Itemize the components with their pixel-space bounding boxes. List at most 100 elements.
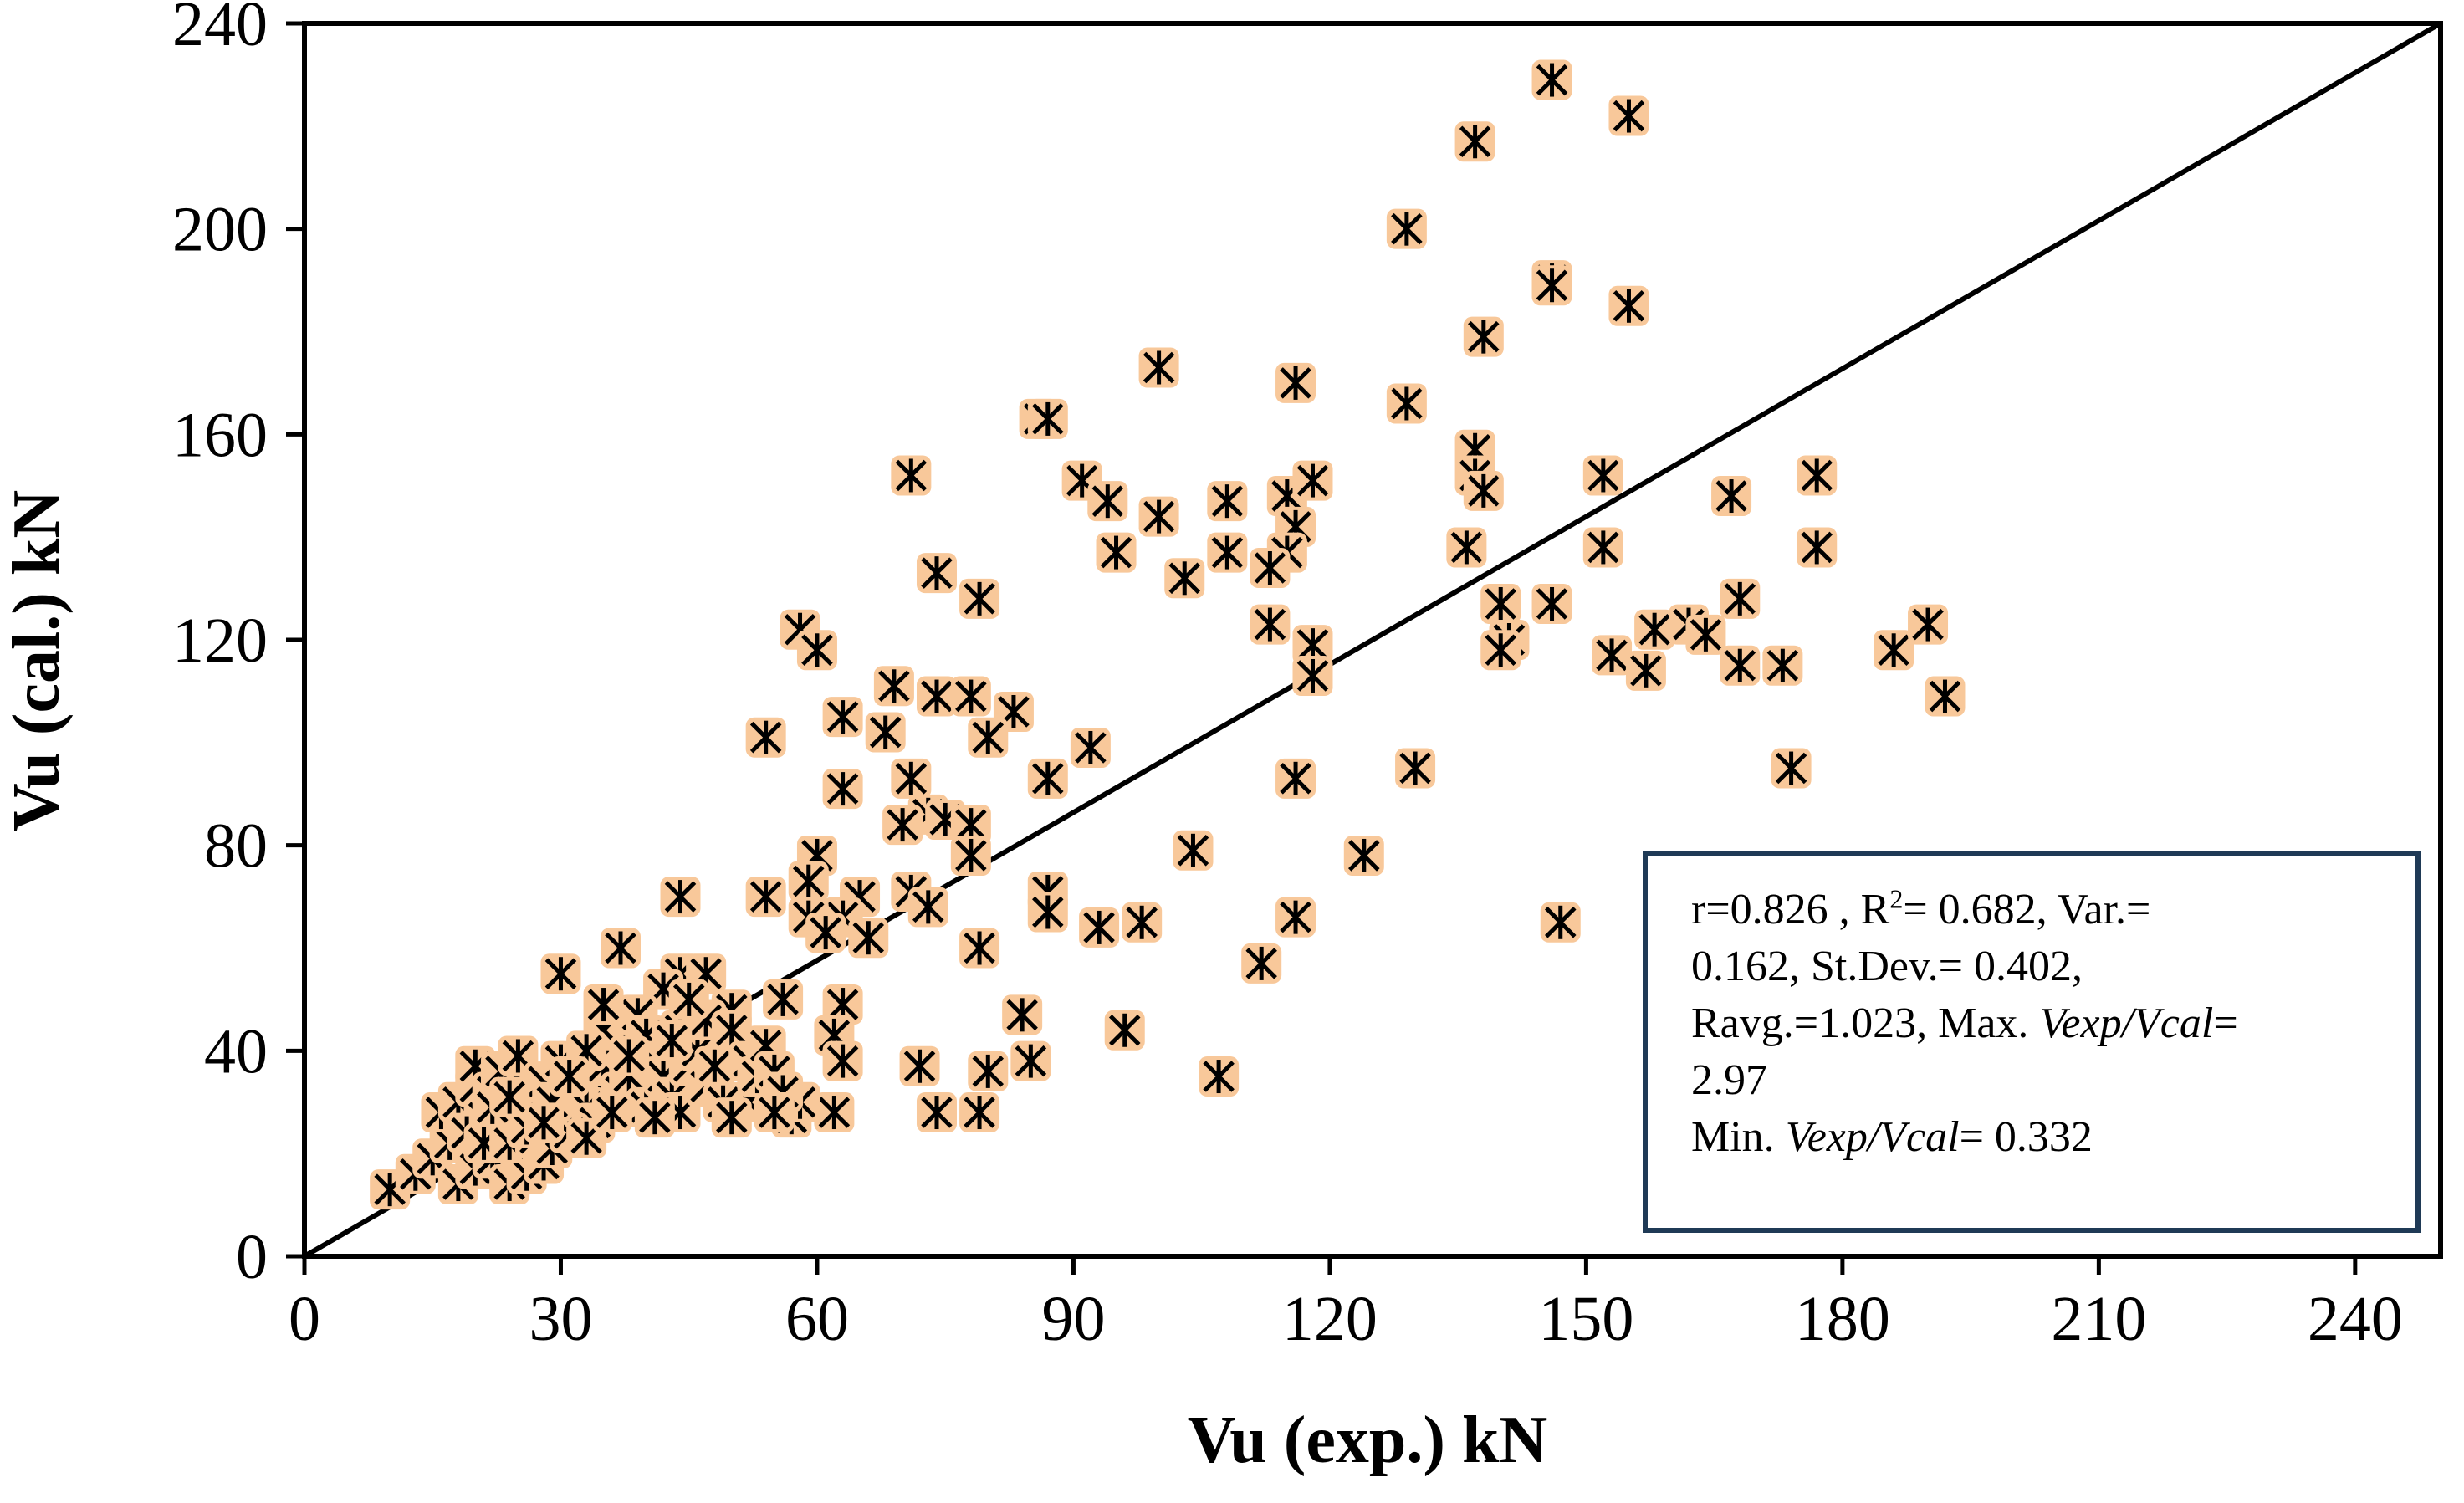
data-point: [882, 805, 923, 846]
x-axis-title: Vu (exp.) kN: [1188, 1403, 1547, 1477]
data-point: [1531, 59, 1572, 100]
data-point: [711, 1097, 752, 1138]
data-point: [805, 913, 846, 953]
data-point: [959, 1092, 1000, 1133]
data-point: [652, 1020, 693, 1061]
stats-line-2: 0.162, St.Dev.= 0.402,: [1691, 938, 2382, 995]
data-point: [873, 666, 914, 707]
data-point: [950, 835, 991, 876]
data-point: [916, 676, 957, 717]
x-tick-label: 180: [1795, 1284, 1890, 1354]
data-point: [1582, 455, 1623, 496]
x-tick-label: 90: [1041, 1284, 1105, 1354]
data-point: [1685, 614, 1726, 655]
data-point: [694, 1045, 735, 1086]
data-point: [968, 717, 1009, 758]
data-point: [1720, 645, 1761, 686]
data-point: [916, 553, 957, 594]
data-point: [1104, 1010, 1145, 1051]
data-point: [1010, 1040, 1051, 1081]
data-point: [1173, 830, 1214, 871]
x-tick-label: 210: [2051, 1284, 2146, 1354]
data-point: [524, 1102, 565, 1143]
stats-line-3: Ravg.=1.023, Max. Vexp/Vcal=: [1691, 995, 2382, 1052]
data-point: [1634, 609, 1675, 650]
data-point: [1608, 285, 1649, 326]
stats-r2-superscript: 2: [1889, 883, 1904, 914]
data-point: [950, 676, 991, 717]
data-point: [1207, 481, 1248, 522]
data-point: [1096, 532, 1137, 573]
y-tick-label: 160: [172, 400, 268, 470]
data-point: [1625, 650, 1666, 691]
data-point: [1241, 943, 1282, 984]
data-point: [1480, 584, 1521, 625]
stats-var-stdev-text: 0.162, St.Dev.= 0.402,: [1691, 943, 2083, 990]
data-point: [1386, 383, 1427, 424]
data-point: [1122, 902, 1163, 943]
y-tick-label: 240: [172, 0, 268, 59]
x-tick-label: 150: [1538, 1284, 1633, 1354]
stats-line-4: 2.97: [1691, 1052, 2382, 1109]
data-point: [540, 953, 581, 994]
data-point: [600, 928, 641, 969]
data-point: [1250, 604, 1291, 645]
data-point: [788, 861, 829, 902]
data-point: [1070, 727, 1111, 768]
data-point: [763, 979, 804, 1020]
data-point: [583, 984, 624, 1025]
data-point: [745, 877, 786, 918]
data-point: [865, 712, 906, 753]
data-point: [1138, 496, 1179, 537]
data-point: [754, 1092, 795, 1133]
data-point: [1275, 758, 1316, 799]
data-point: [1592, 635, 1633, 676]
data-point: [1797, 455, 1838, 496]
data-point: [1531, 265, 1572, 306]
data-point: [1762, 645, 1803, 686]
data-point: [1797, 527, 1838, 568]
stats-line-5: Min. Vexp/Vcal= 0.332: [1691, 1109, 2382, 1166]
data-point: [549, 1056, 590, 1097]
data-point: [609, 1035, 650, 1076]
data-point: [1771, 748, 1812, 789]
data-point: [848, 918, 889, 959]
data-point: [489, 1076, 530, 1117]
data-point: [634, 1097, 675, 1138]
data-point: [1531, 584, 1572, 625]
data-point: [1275, 897, 1316, 938]
data-point: [1874, 630, 1914, 671]
stats-line-1: r=0.826 , R2= 0.682, Var.=: [1691, 882, 2382, 938]
data-point: [1720, 578, 1761, 619]
data-point: [1027, 398, 1068, 439]
stats-min-value: = 0.332: [1959, 1113, 2093, 1161]
data-point: [1292, 460, 1333, 501]
data-point: [745, 717, 786, 758]
data-point: [891, 455, 932, 496]
data-point: [1446, 527, 1487, 568]
data-point: [1292, 655, 1333, 696]
stats-r-text: r=0.826 , R: [1691, 886, 1890, 933]
data-point: [822, 1040, 863, 1081]
data-point: [1199, 1056, 1240, 1097]
data-point: [1343, 835, 1384, 876]
stats-equals: =: [2213, 999, 2238, 1047]
y-axis-title: Vu (cal.) kN: [0, 490, 74, 831]
stats-ravg-text: Ravg.=1.023, Max.: [1691, 999, 2040, 1047]
data-point: [1138, 347, 1179, 388]
data-points-layer: [370, 59, 1966, 1210]
data-point: [1027, 758, 1068, 799]
data-point: [822, 984, 863, 1025]
y-tick-label: 0: [236, 1222, 268, 1292]
data-point: [1275, 362, 1316, 403]
data-point: [1608, 95, 1649, 136]
data-point: [1027, 892, 1068, 933]
data-point: [822, 769, 863, 810]
data-point: [814, 1092, 855, 1133]
data-point: [959, 578, 1000, 619]
data-point: [1386, 208, 1427, 249]
x-tick-label: 60: [785, 1284, 849, 1354]
data-point: [1079, 907, 1120, 948]
data-point: [796, 630, 837, 671]
